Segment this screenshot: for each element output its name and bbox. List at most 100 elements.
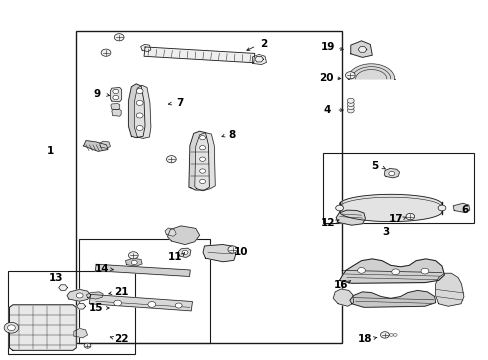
Text: 15: 15 <box>88 303 103 313</box>
Polygon shape <box>9 305 76 350</box>
Polygon shape <box>144 47 254 63</box>
Circle shape <box>148 302 156 307</box>
Polygon shape <box>128 84 145 138</box>
Circle shape <box>76 293 83 298</box>
Polygon shape <box>95 264 190 276</box>
Circle shape <box>7 325 15 330</box>
Circle shape <box>437 205 445 211</box>
Polygon shape <box>357 47 366 52</box>
Text: 17: 17 <box>387 215 402 224</box>
Circle shape <box>175 303 182 308</box>
Text: 21: 21 <box>114 287 129 297</box>
Text: 11: 11 <box>168 252 182 262</box>
Text: 10: 10 <box>233 247 248 257</box>
Circle shape <box>136 113 143 118</box>
Polygon shape <box>86 292 103 299</box>
Circle shape <box>199 145 205 150</box>
Polygon shape <box>141 44 151 51</box>
Polygon shape <box>125 258 142 266</box>
Text: 4: 4 <box>323 105 330 115</box>
Polygon shape <box>164 228 176 236</box>
Circle shape <box>84 343 91 348</box>
Circle shape <box>391 269 399 275</box>
Polygon shape <box>349 291 435 307</box>
Text: 14: 14 <box>95 264 109 274</box>
Polygon shape <box>339 194 441 222</box>
Text: 20: 20 <box>319 73 333 83</box>
Polygon shape <box>339 259 444 283</box>
Circle shape <box>388 171 394 176</box>
Polygon shape <box>110 87 122 102</box>
Text: 1: 1 <box>47 146 54 156</box>
Polygon shape <box>134 85 151 138</box>
Circle shape <box>166 156 176 163</box>
Polygon shape <box>178 248 190 257</box>
Polygon shape <box>112 109 121 116</box>
Polygon shape <box>188 131 209 190</box>
Polygon shape <box>452 203 469 212</box>
Text: 12: 12 <box>321 218 335 228</box>
Text: 2: 2 <box>260 39 267 49</box>
Circle shape <box>380 332 388 338</box>
Polygon shape <box>254 57 263 62</box>
Circle shape <box>335 205 343 211</box>
Polygon shape <box>100 141 110 148</box>
Bar <box>76 31 341 343</box>
Circle shape <box>385 333 388 336</box>
Circle shape <box>346 108 353 113</box>
Circle shape <box>227 246 237 253</box>
Bar <box>8 271 135 354</box>
Circle shape <box>392 333 396 336</box>
Polygon shape <box>67 289 91 301</box>
Text: 7: 7 <box>176 98 183 108</box>
Circle shape <box>128 252 138 259</box>
Polygon shape <box>167 226 199 244</box>
Circle shape <box>136 89 143 94</box>
Text: 3: 3 <box>382 227 389 237</box>
Polygon shape <box>435 273 463 306</box>
Polygon shape <box>252 54 266 64</box>
Circle shape <box>346 105 353 110</box>
Text: 5: 5 <box>371 161 378 171</box>
Circle shape <box>346 98 353 103</box>
Text: 19: 19 <box>321 42 335 52</box>
Text: 6: 6 <box>461 206 468 216</box>
Bar <box>322 153 473 223</box>
Circle shape <box>199 169 205 173</box>
Polygon shape <box>350 41 371 57</box>
Circle shape <box>114 300 122 306</box>
Polygon shape <box>203 244 235 262</box>
Polygon shape <box>77 303 85 309</box>
Bar <box>79 239 210 343</box>
Circle shape <box>199 179 205 184</box>
Circle shape <box>199 157 205 161</box>
Circle shape <box>136 100 143 105</box>
Circle shape <box>405 213 414 220</box>
Circle shape <box>199 135 205 140</box>
Text: 22: 22 <box>114 334 129 344</box>
Text: 9: 9 <box>94 89 101 99</box>
Polygon shape <box>335 210 365 225</box>
Polygon shape <box>59 285 67 291</box>
Circle shape <box>357 267 365 273</box>
Polygon shape <box>384 168 399 178</box>
Circle shape <box>101 49 111 56</box>
Circle shape <box>136 126 143 131</box>
Circle shape <box>345 72 354 79</box>
Polygon shape <box>83 140 108 151</box>
Text: 8: 8 <box>228 130 235 140</box>
Polygon shape <box>89 294 192 311</box>
Circle shape <box>346 102 353 107</box>
Circle shape <box>113 95 119 100</box>
Circle shape <box>114 34 124 41</box>
Text: 16: 16 <box>333 280 347 290</box>
Circle shape <box>182 250 187 255</box>
Text: 13: 13 <box>48 273 63 283</box>
Polygon shape <box>194 133 215 191</box>
Polygon shape <box>74 328 87 338</box>
Polygon shape <box>332 289 353 306</box>
Text: 18: 18 <box>357 334 372 344</box>
Circle shape <box>4 322 19 333</box>
Circle shape <box>388 333 392 336</box>
Circle shape <box>420 268 428 274</box>
